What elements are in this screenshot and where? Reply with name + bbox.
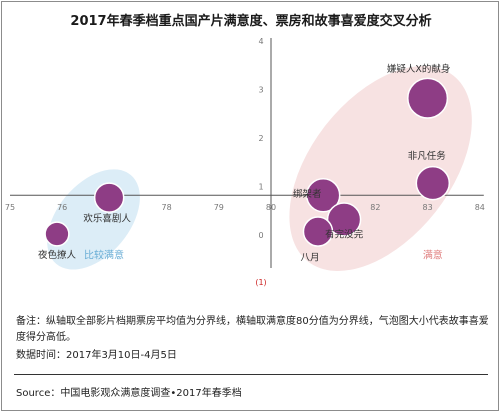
y-tick-label: 4 xyxy=(258,37,263,46)
x-tick-label: 76 xyxy=(57,203,67,212)
bubble-label: 欢乐喜剧人 xyxy=(83,213,131,225)
x-tick-label: 79 xyxy=(214,203,224,212)
bubble xyxy=(305,177,341,213)
x-tick-label: 84 xyxy=(475,203,485,212)
x-tick-label: 75 xyxy=(5,203,15,212)
x-tick-label: 80 xyxy=(266,203,276,212)
zone-label: 满意 xyxy=(423,248,443,261)
y-tick-label: 1 xyxy=(258,183,263,192)
bubble xyxy=(415,165,451,201)
y-tick-label: 2 xyxy=(258,134,263,143)
bubble-label: 八月 xyxy=(300,253,319,264)
y-tick-label: 0 xyxy=(258,231,263,240)
bubble-label: 嫌疑人X的献身 xyxy=(387,63,451,75)
x-tick-label: 83 xyxy=(423,203,433,212)
bubble xyxy=(302,216,334,247)
bubble-label: 绑架者 xyxy=(293,188,322,200)
y-tick-label: 3 xyxy=(258,86,263,95)
y-tick-label: (1) xyxy=(255,278,266,287)
divider xyxy=(14,374,488,375)
bubble xyxy=(326,202,362,237)
source-line: Source：中国电影观众满意度调查•2017年春季档 xyxy=(16,388,242,399)
x-tick-label: 82 xyxy=(370,203,380,212)
chart-title: 2017年春季档重点国产片满意度、票房和故事喜爱度交叉分析 xyxy=(70,14,432,29)
chart-note: 备注：纵轴取全部影片档期票房平均值为分界线，横轴取满意度80分值为分界线，气泡图… xyxy=(16,316,489,343)
zone-label: 比较满意 xyxy=(84,248,124,261)
zone-ellipse-satisfied xyxy=(289,66,472,272)
bubble-label: 非凡任务 xyxy=(408,150,447,162)
bubble xyxy=(44,221,70,247)
x-tick-label: 78 xyxy=(162,203,172,212)
data-period: 数据时间：2017年3月10日-4月5日 xyxy=(16,350,177,361)
bubble xyxy=(407,77,449,119)
bubble-label: 有完没完 xyxy=(325,228,364,240)
bubble xyxy=(93,182,125,213)
bubble-label: 夜色撩人 xyxy=(38,249,77,261)
